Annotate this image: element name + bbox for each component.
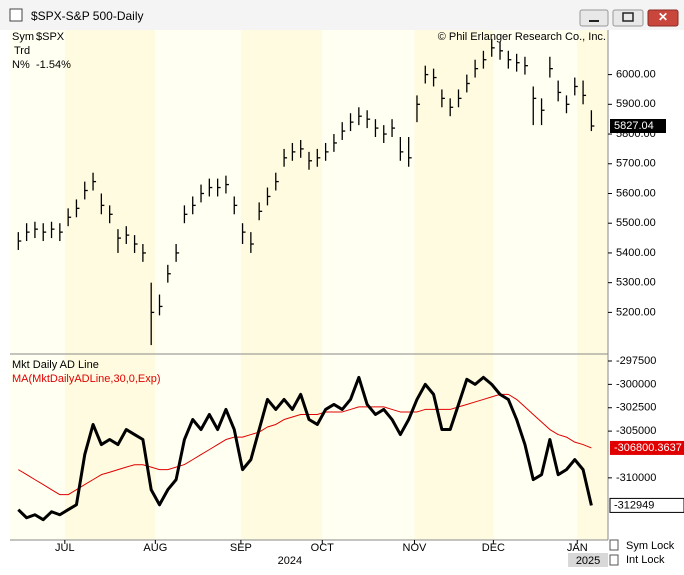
close-button[interactable] bbox=[647, 9, 679, 27]
y-tick-label: -305000 bbox=[616, 425, 656, 437]
y-tick-label: -302500 bbox=[616, 402, 656, 414]
y-tick-label: 5600.00 bbox=[616, 187, 656, 199]
y-tick-label: -300000 bbox=[616, 378, 656, 390]
window-title: $SPX-S&P 500-Daily bbox=[31, 9, 144, 23]
series-line bbox=[17, 375, 593, 522]
n-label: N% bbox=[12, 59, 30, 71]
last-value: -312949 bbox=[614, 499, 654, 511]
month-band bbox=[155, 30, 241, 540]
last-value: 5827.04 bbox=[614, 120, 654, 132]
series-label: Mkt Daily AD Line bbox=[12, 359, 99, 371]
month-band bbox=[240, 30, 323, 540]
x-tick-label: OCT bbox=[311, 542, 335, 554]
y-tick-label: 5900.00 bbox=[616, 98, 656, 110]
int-lock-label: Int Lock bbox=[626, 554, 665, 566]
x-tick-label: AUG bbox=[143, 542, 167, 554]
last-value-box bbox=[609, 497, 684, 513]
month-band bbox=[64, 30, 156, 540]
n-value: -1.54% bbox=[36, 59, 71, 71]
x-tick-label: SEP bbox=[230, 542, 252, 554]
y-tick-label: 5700.00 bbox=[616, 158, 656, 170]
maximize-icon bbox=[622, 12, 634, 22]
y-tick-label: 5500.00 bbox=[616, 217, 656, 229]
trd-label: Trd bbox=[14, 45, 30, 57]
title-bar bbox=[0, 0, 684, 30]
maximize-button[interactable] bbox=[612, 9, 644, 27]
y-tick-label: 6000.00 bbox=[616, 68, 656, 80]
last-value: -306800.3637 bbox=[614, 442, 682, 454]
last-value-box bbox=[610, 118, 666, 133]
x-tick-label: NOV bbox=[403, 542, 428, 554]
y-tick-label: 5200.00 bbox=[616, 306, 656, 318]
x-tick-label: DEC bbox=[482, 542, 505, 554]
month-band bbox=[577, 30, 608, 540]
y-tick-label: 5300.00 bbox=[616, 277, 656, 289]
app-icon bbox=[9, 8, 23, 22]
series-line bbox=[18, 393, 592, 496]
series-label: MA(MktDailyADLine,30,0,Exp) bbox=[12, 373, 161, 385]
checkbox[interactable] bbox=[609, 539, 619, 551]
sym-value: $SPX bbox=[36, 31, 65, 43]
month-band bbox=[414, 30, 494, 540]
sym-label: Sym bbox=[12, 31, 34, 43]
x-tick-label: JUL bbox=[55, 542, 75, 554]
y-tick-label: -297500 bbox=[616, 355, 656, 367]
year-box bbox=[568, 553, 609, 567]
minimize-button[interactable] bbox=[579, 9, 609, 27]
month-band bbox=[322, 30, 415, 540]
sym-lock-label: Sym Lock bbox=[626, 540, 675, 552]
close-icon: ✕ bbox=[658, 10, 668, 24]
x-tick-label: JAN bbox=[567, 542, 588, 554]
year-label: 2024 bbox=[278, 555, 302, 567]
copyright: © Phil Erlanger Research Co., Inc. bbox=[438, 31, 606, 43]
last-value-box bbox=[610, 440, 684, 455]
month-band bbox=[493, 30, 578, 540]
checkbox[interactable] bbox=[609, 554, 619, 566]
y-tick-label: -310000 bbox=[616, 472, 656, 484]
month-band bbox=[10, 30, 65, 540]
y-tick-label: 5400.00 bbox=[616, 247, 656, 259]
year-label: 2025 bbox=[576, 555, 600, 567]
